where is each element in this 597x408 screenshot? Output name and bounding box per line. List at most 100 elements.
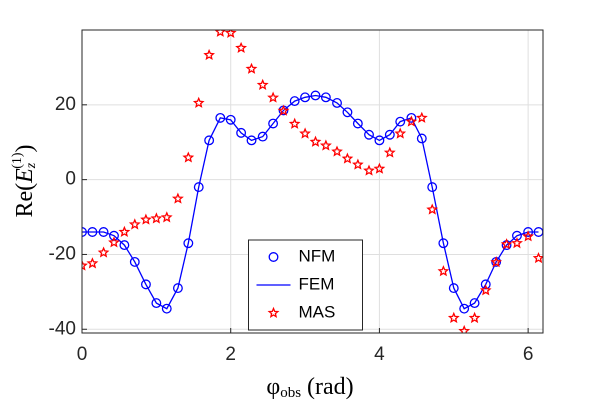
point (215, 112, 226, 123)
point (480, 279, 491, 290)
point (183, 238, 194, 249)
point (118, 225, 131, 237)
point (300, 92, 311, 103)
x-tick-label: 6 (523, 344, 534, 365)
point (245, 62, 258, 74)
point (522, 230, 535, 242)
point (129, 256, 140, 267)
point (160, 211, 173, 223)
point (394, 127, 407, 139)
y-tick-label: -20 (49, 243, 76, 264)
y-tick-label: -40 (49, 318, 76, 339)
legend-label: NFM (299, 246, 336, 265)
x-tick-label: 0 (77, 344, 88, 365)
point (511, 236, 523, 249)
point (342, 107, 353, 118)
point (395, 116, 406, 127)
point (140, 213, 152, 225)
point (405, 115, 418, 127)
x-tick-label: 2 (225, 344, 236, 365)
point (257, 131, 268, 142)
point (364, 129, 374, 140)
point (289, 96, 300, 107)
point (235, 41, 248, 53)
point (203, 48, 215, 61)
point (150, 212, 163, 224)
point (267, 91, 280, 103)
point (225, 114, 236, 125)
point (490, 256, 503, 268)
x-label-part: φ (266, 374, 280, 400)
y-label-part: z (24, 162, 39, 169)
x-label-part: (rad) (301, 374, 354, 400)
y-tick-label: 20 (55, 94, 76, 115)
point (268, 118, 279, 129)
point (469, 298, 480, 309)
point (204, 135, 215, 146)
point (459, 303, 470, 314)
point (426, 203, 439, 215)
point (319, 139, 332, 151)
point (288, 117, 301, 129)
point (277, 104, 290, 116)
point (437, 265, 450, 277)
point (151, 298, 162, 309)
x-axis-label: φobs (rad) (266, 374, 353, 402)
axes-box (81, 29, 544, 334)
point (82, 259, 88, 271)
y-label-part: E (12, 168, 38, 184)
y-label-part: Re( (12, 183, 38, 218)
point (299, 127, 311, 139)
point (352, 158, 364, 170)
point (171, 192, 184, 204)
point (374, 135, 385, 146)
line (82, 94, 539, 310)
point (532, 252, 543, 264)
point (119, 240, 130, 251)
point (108, 236, 120, 248)
point (140, 279, 151, 290)
legend-label: FEM (299, 274, 335, 293)
point (448, 283, 459, 294)
y-axis-label: Re(Ez(1)) (10, 144, 39, 217)
legend-label: MAS (299, 302, 336, 321)
point (416, 133, 427, 144)
point (438, 238, 449, 249)
point (236, 127, 247, 138)
legend-marker (268, 252, 279, 262)
point (246, 135, 257, 146)
point (193, 182, 204, 193)
point (109, 230, 119, 241)
point (415, 111, 428, 123)
point (128, 218, 141, 230)
point (256, 78, 269, 90)
y-label-part: (1) (10, 152, 25, 169)
point (458, 324, 471, 333)
point (468, 311, 481, 324)
point (352, 118, 363, 129)
point (310, 90, 321, 101)
point (182, 151, 195, 163)
point (224, 30, 237, 38)
y-tick-label: 0 (65, 169, 76, 190)
point (500, 238, 513, 250)
point (427, 182, 438, 193)
point (309, 135, 322, 147)
x-label-part: obs (280, 385, 301, 401)
point (363, 164, 375, 176)
point (320, 92, 331, 103)
point (406, 112, 417, 123)
point (161, 303, 172, 314)
point (447, 311, 460, 324)
point (86, 257, 99, 269)
point (192, 96, 205, 108)
point (97, 246, 110, 258)
y-label-part: ) (12, 144, 38, 152)
point (332, 97, 342, 108)
point (383, 146, 396, 158)
point (172, 283, 183, 294)
point (479, 284, 492, 296)
point (331, 145, 343, 157)
legend-marker (267, 306, 280, 318)
